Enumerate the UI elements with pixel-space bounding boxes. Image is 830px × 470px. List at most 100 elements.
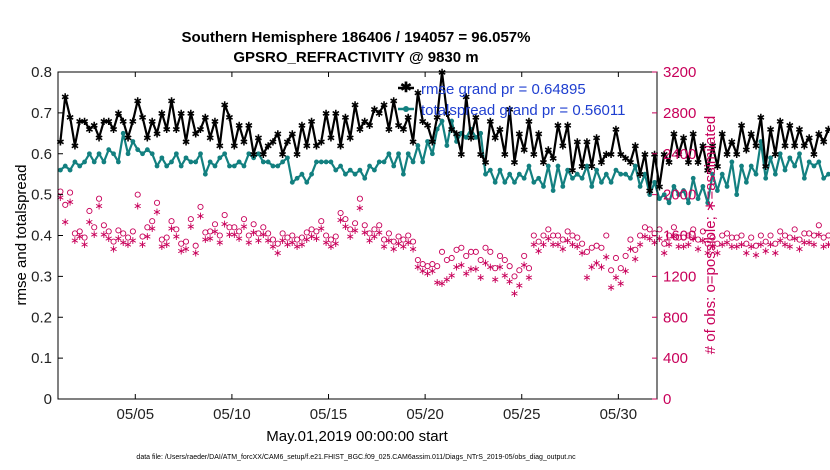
obs-assimilated-point: ∗	[544, 232, 553, 245]
obs-assimilated-point: ∗	[568, 238, 577, 251]
totalspread-point	[372, 167, 377, 173]
obs-assimilated-point: ∗	[206, 232, 215, 245]
obs-possible-point	[492, 265, 499, 272]
rmse-point: ✱	[718, 129, 726, 140]
obs-assimilated-point: ∗	[225, 228, 234, 241]
obs-possible-point	[260, 224, 267, 231]
obs-possible-point	[347, 226, 354, 233]
obs-possible-point	[603, 232, 610, 239]
obs-assimilated-point: ∗	[162, 238, 171, 251]
rmse-point: ✱	[269, 137, 277, 148]
y-right-tick-label: 1200	[663, 268, 696, 285]
obs-possible-point	[757, 232, 764, 239]
rmse-point: ✱	[423, 121, 431, 132]
totalspread-point	[357, 167, 363, 173]
totalspread-point	[710, 171, 715, 177]
obs-possible-point	[472, 248, 479, 255]
y-axis-left-label: rmse and totalspread	[13, 165, 30, 306]
rmse-point: ✱	[433, 113, 441, 124]
totalspread-point	[676, 192, 682, 198]
obs-assimilated-point: ∗	[350, 224, 359, 237]
totalspread-point	[618, 171, 624, 177]
totalspread-point	[154, 163, 160, 169]
obs-assimilated-point: ∗	[99, 228, 108, 241]
obs-assimilated-point: ∗	[606, 281, 615, 294]
rmse-point: ✱	[549, 154, 557, 165]
obs-assimilated-point: ∗	[128, 234, 137, 247]
totalspread-point	[739, 163, 744, 169]
obs-assimilated-point: ∗	[742, 246, 751, 259]
rmse-point: ✱	[800, 142, 808, 153]
obs-assimilated-point: ∗	[534, 244, 543, 257]
y-left-tick-label: 0.4	[31, 228, 52, 245]
totalspread-point	[685, 200, 691, 206]
x-tick-label: 05/15	[310, 406, 348, 423]
totalspread-point	[347, 167, 353, 173]
obs-possible-point	[414, 256, 421, 264]
obs-possible-point	[748, 234, 755, 241]
rmse-point: ✱	[776, 117, 784, 128]
obs-assimilated-point: ∗	[346, 230, 355, 243]
rmse-series: ✱✱✱✱✱✱✱✱✱✱✱✱✱✱✱✱✱✱✱✱✱✱✱✱✱✱✱✱✱✱✱✱✱✱✱✱✱✱✱✱…	[56, 68, 830, 198]
totalspread-point	[115, 159, 121, 165]
obs-possible-point	[410, 238, 417, 245]
rmse-point: ✱	[530, 150, 538, 161]
obs-assimilated-point: ∗	[466, 263, 475, 276]
rmse-point: ✱	[298, 121, 306, 132]
obs-possible-point	[810, 232, 818, 239]
obs-assimilated-point: ∗	[597, 261, 606, 274]
obs-possible-point	[646, 226, 653, 233]
rmse-point: ✱	[781, 142, 789, 153]
obs-assimilated-point: ∗	[259, 228, 268, 241]
obs-possible-point	[540, 232, 547, 239]
obs-assimilated-point: ∗	[452, 261, 461, 274]
obs-assimilated-point: ∗	[90, 228, 99, 241]
obs-possible-point	[535, 238, 542, 245]
x-tick-label: 05/05	[117, 406, 155, 423]
obs-possible-point	[772, 240, 779, 247]
obs-possible-point	[612, 254, 619, 262]
rmse-point: ✱	[346, 133, 354, 144]
obs-assimilated-point: ∗	[143, 230, 152, 243]
chart-title-line1: Southern Hemisphere 186406 / 194057 = 96…	[182, 29, 531, 46]
obs-possible-point	[400, 236, 407, 243]
obs-possible-point	[525, 265, 533, 272]
obs-assimilated-point: ∗	[766, 238, 775, 251]
obs-possible-point	[825, 232, 830, 239]
obs-possible-point	[153, 199, 161, 206]
totalspread-point	[729, 159, 735, 165]
obs-assimilated-point: ∗	[708, 240, 717, 253]
obs-possible-point	[332, 233, 339, 240]
rmse-point: ✱	[496, 125, 504, 136]
obs-assimilated-point: ∗	[481, 257, 490, 270]
obs-possible-point	[323, 232, 330, 239]
rmse-point: ✱	[109, 125, 117, 136]
obs-possible-point	[666, 232, 673, 239]
totalspread-point	[256, 151, 261, 157]
totalspread-point	[821, 175, 827, 181]
rmse-point: ✱	[100, 117, 108, 128]
totalspread-point	[541, 184, 546, 189]
obs-assimilated-point: ∗	[288, 236, 297, 249]
obs-assimilated-point: ∗	[558, 242, 567, 255]
rmse-point: ✱	[419, 117, 427, 128]
obs-assimilated-point: ∗	[814, 228, 823, 241]
obs-assimilated-point: ∗	[635, 238, 644, 251]
obs-possible-point	[670, 224, 677, 231]
totalspread-point	[647, 192, 653, 198]
rmse-line	[59, 70, 830, 192]
totalspread-point	[420, 159, 426, 165]
obs-assimilated-point: ∗	[375, 226, 384, 239]
obs-assimilated-point: ∗	[278, 234, 287, 247]
obs-assimilated-point: ∗	[462, 267, 471, 280]
totalspread-point	[299, 171, 305, 177]
obs-possible-point	[554, 232, 562, 239]
rmse-point: ✱	[786, 121, 794, 132]
totalspread-point	[681, 188, 686, 193]
obs-possible-point	[279, 230, 286, 237]
totalspread-point	[125, 151, 131, 157]
obs-assimilated-point: ∗	[785, 240, 794, 253]
obs-possible-point	[786, 234, 793, 241]
totalspread-point	[806, 159, 812, 165]
obs-assimilated-point: ∗	[85, 216, 94, 229]
